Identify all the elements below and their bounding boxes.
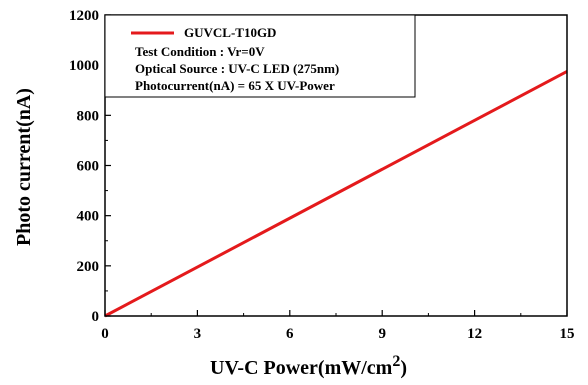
series-line — [104, 70, 568, 318]
legend: GUVCL-T10GD Test Condition : Vr=0V Optic… — [104, 14, 416, 98]
x-axis-title-suffix: ) — [400, 357, 407, 379]
legend-box — [104, 14, 416, 98]
y-tick-label: 400 — [77, 209, 100, 225]
y-tick-label: 1200 — [69, 8, 99, 24]
y-tick-label: 1000 — [69, 58, 99, 74]
y-tick-label: 800 — [77, 108, 100, 124]
x-axis-title-main: UV-C Power(mW/cm — [210, 357, 393, 379]
x-tick-label: 0 — [101, 326, 109, 342]
tick-labels: 0 3 6 9 12 15 0 200 400 600 800 1000 1200 — [69, 8, 575, 342]
y-tick-label: 200 — [77, 259, 100, 275]
x-tick-label: 6 — [286, 326, 294, 342]
y-axis-title: Photo current(nA) — [13, 88, 35, 246]
x-axis-title-superscript: 2 — [392, 353, 400, 370]
annotation-test-condition: Test Condition : Vr=0V — [135, 44, 265, 59]
legend-series-name: GUVCL-T10GD — [184, 25, 276, 40]
x-tick-label: 9 — [378, 326, 386, 342]
annotation-photocurrent-formula: Photocurrent(nA) = 65 X UV-Power — [135, 78, 335, 93]
y-tick-label: 0 — [92, 309, 100, 325]
series-group — [104, 70, 568, 318]
x-axis-title: UV-C Power(mW/cm2) — [210, 353, 407, 379]
x-tick-label: 12 — [467, 326, 482, 342]
x-tick-label: 3 — [194, 326, 202, 342]
x-tick-label: 15 — [560, 326, 575, 342]
y-tick-label: 600 — [77, 159, 100, 175]
annotation-optical-source: Optical Source : UV-C LED (275nm) — [135, 61, 339, 76]
